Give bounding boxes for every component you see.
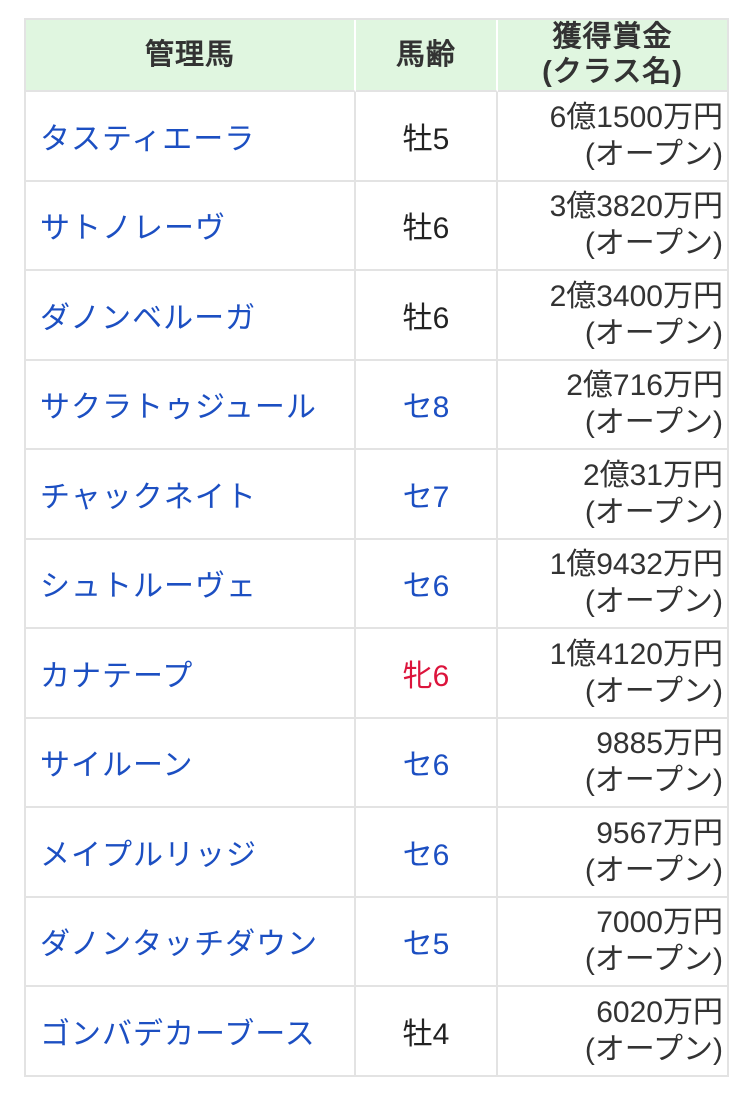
horse-name-cell: ダノンベルーガ <box>26 271 356 361</box>
horse-name-link[interactable]: シュトルーヴェ <box>40 570 257 604</box>
prize-cell: 6億1500万円 (オープン) <box>498 92 729 182</box>
horse-age-cell: セ6 <box>356 808 498 898</box>
prize-cell: 9885万円 (オープン) <box>498 718 729 808</box>
prize-class: (オープン) <box>584 943 723 977</box>
prize-cell: 6020万円 (オープン) <box>498 987 729 1077</box>
horse-age: セ8 <box>402 391 450 425</box>
horse-name-link[interactable]: ダノンベルーガ <box>40 301 257 335</box>
prize-cell: 2億31万円 (オープン) <box>498 450 729 540</box>
prize-cell: 7000万円 (オープン) <box>498 897 729 987</box>
prize-class: (オープン) <box>584 585 723 619</box>
horse-name-cell: サトノレーヴ <box>26 181 356 271</box>
prize-class: (オープン) <box>584 406 723 440</box>
prize-cell: 1億9432万円 (オープン) <box>498 539 729 629</box>
col-header-horse-label: 管理馬 <box>144 38 235 71</box>
col-header-age: 馬齢 <box>356 20 498 92</box>
horse-age: セ5 <box>402 928 450 962</box>
prize-amount: 2億3400万円 <box>549 279 723 313</box>
horse-age: 牝6 <box>402 659 450 693</box>
prize-amount: 2億716万円 <box>566 369 723 403</box>
prize-cell: 1億4120万円 (オープン) <box>498 629 729 719</box>
horse-name-cell: シュトルーヴェ <box>26 539 356 629</box>
prize-amount: 1億4120万円 <box>549 637 723 671</box>
horse-name-cell: ゴンバデカーブース <box>26 987 356 1077</box>
horse-name-link[interactable]: ゴンバデカーブース <box>40 1017 316 1051</box>
prize-amount: 1億9432万円 <box>549 548 723 582</box>
col-header-horse: 管理馬 <box>26 20 356 92</box>
prize-amount: 3億3820万円 <box>549 190 723 224</box>
horse-name-cell: メイプルリッジ <box>26 808 356 898</box>
prize-amount: 9885万円 <box>596 727 723 761</box>
horse-name-link[interactable]: チャックネイト <box>40 480 257 514</box>
horse-age-cell: セ6 <box>356 539 498 629</box>
prize-amount: 9567万円 <box>596 816 723 850</box>
horse-age-cell: セ8 <box>356 360 498 450</box>
prize-class: (オープン) <box>584 227 723 261</box>
prize-class: (オープン) <box>584 495 723 529</box>
horse-name-link[interactable]: メイプルリッジ <box>40 838 257 872</box>
col-header-age-label: 馬齢 <box>395 38 456 71</box>
prize-cell: 2億716万円 (オープン) <box>498 360 729 450</box>
horse-table: 管理馬 馬齢 獲得賞金 (クラス名) タスティエーラ 牡5 6億1500万円 (… <box>24 18 729 1077</box>
horse-age: セ6 <box>402 838 450 872</box>
horse-age-cell: 牡6 <box>356 271 498 361</box>
horse-age-cell: 牡4 <box>356 987 498 1077</box>
horse-name-link[interactable]: サトノレーヴ <box>40 212 226 246</box>
horse-age-cell: 牡6 <box>356 181 498 271</box>
prize-class: (オープン) <box>584 674 723 708</box>
col-header-prize-label-line2: (クラス名) <box>542 56 683 88</box>
prize-amount: 6億1500万円 <box>549 100 723 134</box>
horse-name-cell: サイルーン <box>26 718 356 808</box>
prize-cell: 2億3400万円 (オープン) <box>498 271 729 361</box>
prize-class: (オープン) <box>584 316 723 350</box>
horse-name-cell: タスティエーラ <box>26 92 356 182</box>
horse-name-link[interactable]: ダノンタッチダウン <box>40 928 319 962</box>
horse-name-cell: チャックネイト <box>26 450 356 540</box>
horse-age: 牡6 <box>402 301 450 335</box>
prize-amount: 6020万円 <box>596 995 723 1029</box>
horse-age-cell: 牡5 <box>356 92 498 182</box>
col-header-prize: 獲得賞金 (クラス名) <box>498 20 729 92</box>
horse-age-cell: セ6 <box>356 718 498 808</box>
horse-age-cell: 牝6 <box>356 629 498 719</box>
horse-name-link[interactable]: カナテープ <box>40 659 194 693</box>
horse-name-cell: カナテープ <box>26 629 356 719</box>
prize-cell: 3億3820万円 (オープン) <box>498 181 729 271</box>
prize-amount: 2億31万円 <box>582 458 723 492</box>
horse-name-link[interactable]: タスティエーラ <box>40 122 256 156</box>
prize-amount: 7000万円 <box>596 906 723 940</box>
horse-name-link[interactable]: サクラトゥジュール <box>40 391 317 425</box>
prize-class: (オープン) <box>584 137 723 171</box>
prize-class: (オープン) <box>584 764 723 798</box>
horse-age-cell: セ5 <box>356 897 498 987</box>
col-header-prize-label-line1: 獲得賞金 <box>552 21 673 53</box>
horse-name-link[interactable]: サイルーン <box>40 749 194 783</box>
prize-class: (オープン) <box>584 853 723 887</box>
horse-name-cell: ダノンタッチダウン <box>26 897 356 987</box>
horse-name-cell: サクラトゥジュール <box>26 360 356 450</box>
horse-age: 牡4 <box>402 1017 450 1051</box>
horse-age: セ7 <box>402 480 450 514</box>
horse-age-cell: セ7 <box>356 450 498 540</box>
horse-age: セ6 <box>402 749 450 783</box>
prize-cell: 9567万円 (オープン) <box>498 808 729 898</box>
horse-age: 牡5 <box>402 122 450 156</box>
horse-age: セ6 <box>402 570 450 604</box>
horse-age: 牡6 <box>402 212 450 246</box>
prize-class: (オープン) <box>584 1032 723 1066</box>
